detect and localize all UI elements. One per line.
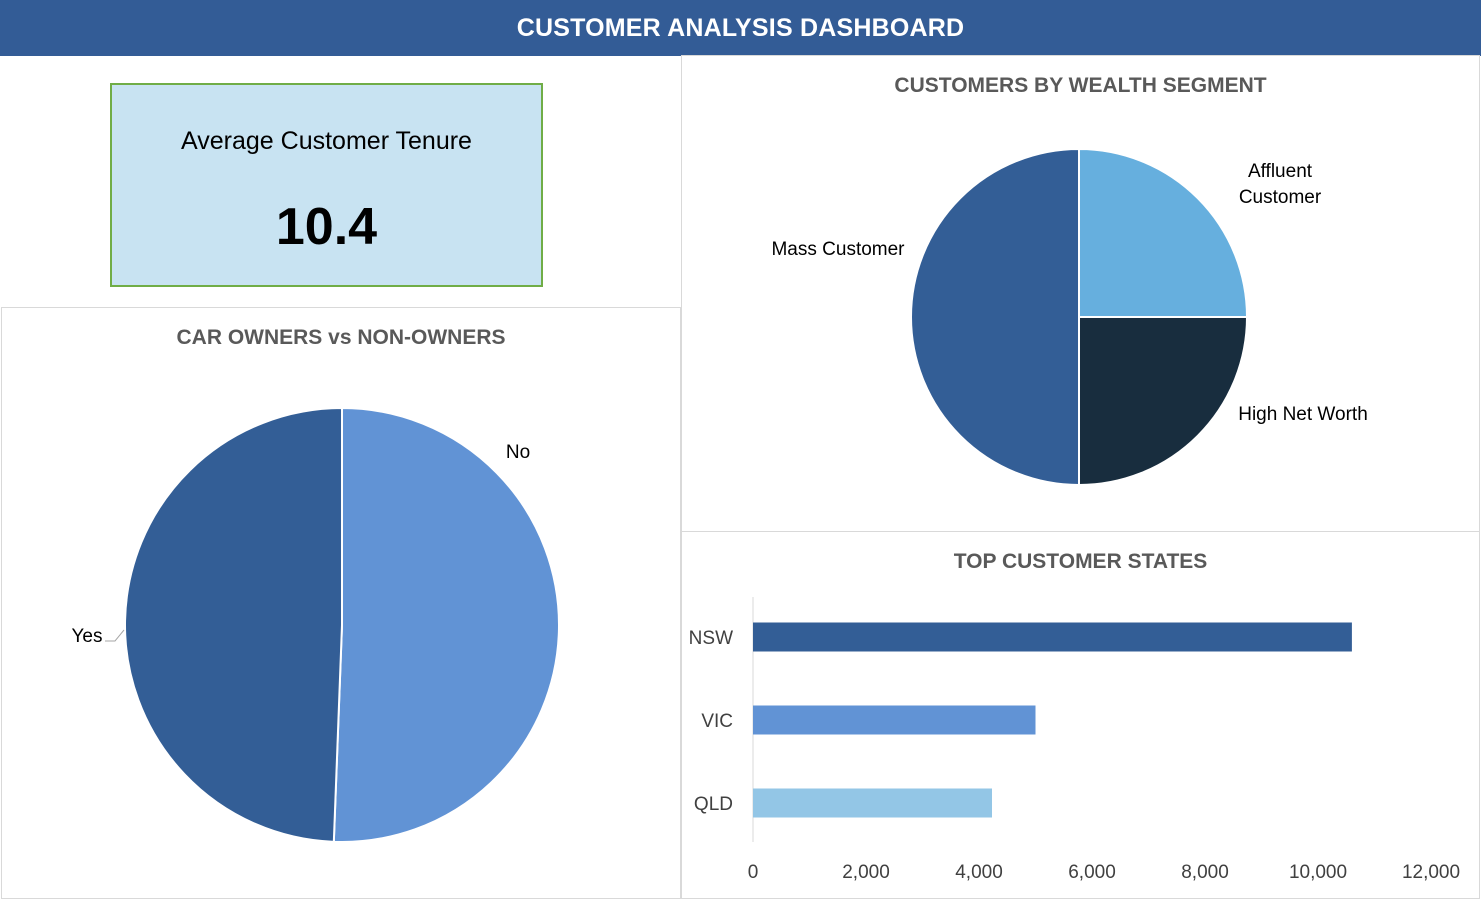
car-owners-pie-chart: No Yes (72, 406, 560, 843)
dashboard-title: CUSTOMER ANALYSIS DASHBOARD (516, 13, 965, 42)
top-states-panel: TOP CUSTOMER STATES NSW VIC QLD 0 2,000 4,000… (681, 531, 1480, 899)
car-owners-panel: CAR OWNERS vs NON-OWNERS No Yes (1, 307, 681, 899)
category-label-vic: VIC (701, 711, 733, 732)
wealth-segment-pie-chart: Affluent Customer High Net Worth Mass Custo… (771, 147, 1368, 487)
x-tick-label: 12,000 (1402, 862, 1460, 883)
x-tick-label: 6,000 (1068, 862, 1116, 883)
x-tick-label: 4,000 (955, 862, 1003, 883)
top-states-title: TOP CUSTOMER STATES (953, 550, 1208, 573)
pie-slice-affluent-customer (1078, 147, 1249, 318)
x-tick-label: 8,000 (1181, 862, 1229, 883)
bar-nsw (753, 622, 1352, 652)
pie-slice-no (332, 406, 560, 843)
pie-slice-high-net-worth (1078, 316, 1249, 487)
top-states-bar-chart: NSW VIC QLD 0 2,000 4,000 6,000 8,000 10,000 12,0… (689, 597, 1460, 883)
pie-slice-yes (124, 406, 343, 843)
bar-vic (753, 705, 1036, 735)
wealth-segment-title: CUSTOMERS BY WEALTH SEGMENT (894, 74, 1267, 97)
pie-slice-mass-customer (910, 147, 1080, 487)
pie-label-high-net-worth: High Net Worth (1238, 404, 1368, 425)
pie-label-mass-customer: Mass Customer (771, 239, 905, 260)
pie-label-yes: Yes (72, 626, 103, 647)
car-owners-title: CAR OWNERS vs NON-OWNERS (176, 326, 506, 349)
yes-leader-line (105, 629, 125, 642)
category-label-qld: QLD (694, 794, 733, 815)
x-tick-label: 2,000 (842, 862, 890, 883)
pie-label-no: No (506, 442, 530, 463)
x-tick-label: 10,000 (1289, 862, 1347, 883)
pie-label-affluent-customer: Affluent Customer (1239, 161, 1322, 208)
category-label-nsw: NSW (689, 628, 733, 649)
bar-qld (753, 788, 992, 818)
dashboard-header: CUSTOMER ANALYSIS DASHBOARD (0, 0, 1481, 56)
kpi-label: Average Customer Tenure (181, 127, 472, 155)
x-tick-label: 0 (748, 862, 759, 883)
kpi-value: 10.4 (275, 198, 378, 256)
kpi-card: Average Customer Tenure 10.4 (110, 83, 543, 287)
wealth-segment-panel: CUSTOMERS BY WEALTH SEGMENT Affluent Cust… (681, 55, 1480, 532)
